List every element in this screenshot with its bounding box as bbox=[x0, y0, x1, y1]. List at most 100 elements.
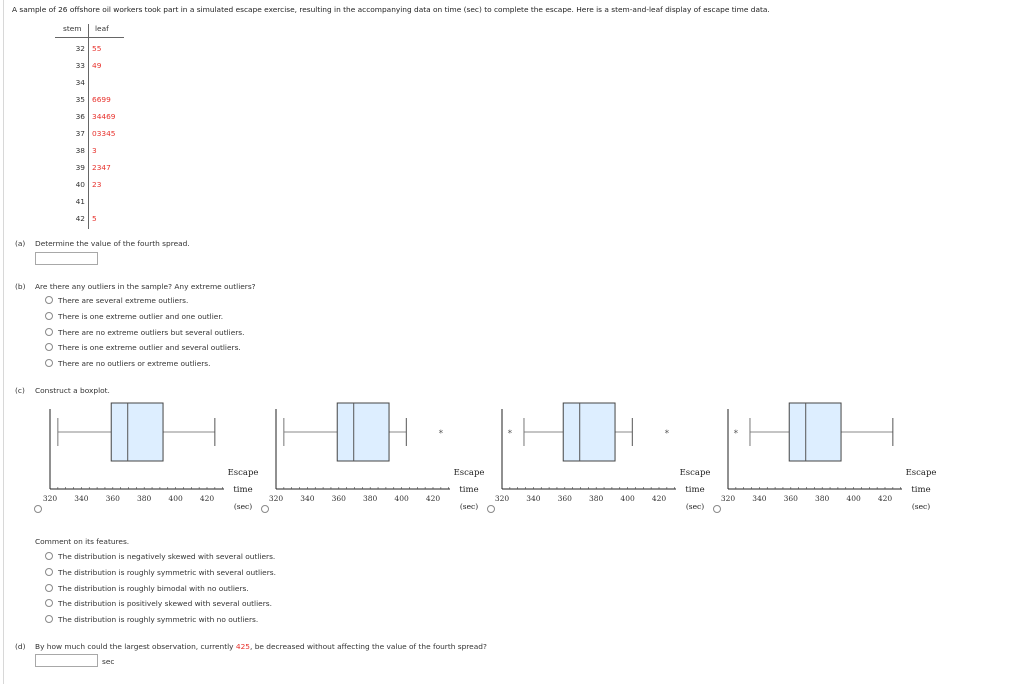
x-tick-label: 320 bbox=[494, 494, 510, 503]
stem-value: 40 bbox=[75, 180, 85, 189]
part-b-label: (b) bbox=[15, 282, 26, 291]
x-axis-title: (sec) bbox=[685, 502, 705, 511]
stem-leaf-row: 36 34469 bbox=[55, 112, 135, 124]
stem-header: stem bbox=[63, 24, 82, 33]
boxplot-option-radio[interactable] bbox=[34, 505, 42, 513]
x-axis-title: (sec) bbox=[911, 502, 931, 511]
stem-value: 32 bbox=[75, 44, 85, 53]
problem-intro: A sample of 26 offshore oil workers took… bbox=[12, 5, 770, 14]
stem-value: 36 bbox=[75, 112, 85, 121]
x-axis-title: (sec) bbox=[233, 502, 253, 511]
largest-observation-value: 425 bbox=[235, 642, 250, 651]
option-label: The distribution is negatively skewed wi… bbox=[58, 552, 276, 561]
radio-button[interactable] bbox=[45, 584, 53, 592]
option-label: The distribution is roughly symmetric wi… bbox=[58, 568, 276, 577]
part-d-label: (d) bbox=[15, 642, 26, 651]
x-axis-title: time bbox=[459, 485, 479, 495]
radio-button[interactable] bbox=[45, 568, 53, 576]
outlier-marker: * bbox=[734, 429, 739, 439]
outlier-option[interactable]: There are no extreme outliers but severa… bbox=[45, 328, 244, 340]
stem-leaf-row: 33 49 bbox=[55, 61, 135, 73]
x-tick-label: 340 bbox=[74, 494, 89, 503]
x-axis-title: (sec) bbox=[459, 502, 479, 511]
iqr-box bbox=[562, 402, 616, 462]
iqr-box bbox=[110, 402, 164, 462]
question-text-after: , be decreased without affecting the val… bbox=[250, 642, 487, 651]
x-tick-label: 320 bbox=[268, 494, 284, 503]
part-c-label: (c) bbox=[15, 386, 25, 395]
radio-button[interactable] bbox=[45, 296, 53, 304]
stem-leaf-row: 40 23 bbox=[55, 180, 135, 192]
boxplot-option-radio[interactable] bbox=[261, 505, 269, 513]
decrease-amount-input[interactable] bbox=[35, 654, 98, 667]
leaf-value: 34469 bbox=[92, 112, 116, 121]
x-axis-title: Escape bbox=[453, 468, 485, 478]
outlier-option[interactable]: There is one extreme outlier and several… bbox=[45, 343, 241, 355]
x-tick-label: 400 bbox=[394, 494, 409, 503]
boxplot-option-radio[interactable] bbox=[487, 505, 495, 513]
feature-option[interactable]: The distribution is roughly symmetric wi… bbox=[45, 568, 276, 580]
leaf-header: leaf bbox=[95, 24, 109, 33]
x-tick-label: 360 bbox=[331, 494, 346, 503]
part-a-question: Determine the value of the fourth spread… bbox=[35, 239, 190, 248]
feature-option[interactable]: The distribution is negatively skewed wi… bbox=[45, 552, 275, 564]
stem-divider bbox=[88, 24, 89, 229]
stem-value: 38 bbox=[75, 146, 85, 155]
feature-option[interactable]: The distribution is positively skewed wi… bbox=[45, 599, 272, 611]
header-divider bbox=[55, 37, 124, 38]
x-tick-label: 320 bbox=[42, 494, 58, 503]
radio-button[interactable] bbox=[45, 312, 53, 320]
radio-button[interactable] bbox=[45, 615, 53, 623]
x-tick-label: 360 bbox=[783, 494, 798, 503]
part-b-question: Are there any outliers in the sample? An… bbox=[35, 282, 256, 291]
stem-leaf-row: 42 5 bbox=[55, 214, 135, 226]
part-c-question: Construct a boxplot. bbox=[35, 386, 110, 395]
radio-button[interactable] bbox=[45, 343, 53, 351]
x-tick-label: 360 bbox=[105, 494, 120, 503]
part-a-label: (a) bbox=[15, 239, 26, 248]
outlier-marker: * bbox=[439, 429, 444, 439]
fourth-spread-input[interactable] bbox=[35, 252, 98, 265]
leaf-value: 23 bbox=[92, 180, 102, 189]
leaf-value: 2347 bbox=[92, 163, 111, 172]
radio-button[interactable] bbox=[45, 328, 53, 336]
x-axis-title: time bbox=[685, 485, 705, 495]
option-label: There are no outliers or extreme outlier… bbox=[58, 359, 211, 368]
x-tick-label: 320 bbox=[720, 494, 736, 503]
stem-value: 33 bbox=[75, 61, 85, 70]
iqr-box bbox=[336, 402, 390, 462]
x-tick-label: 380 bbox=[363, 494, 378, 503]
stem-leaf-row: 37 03345 bbox=[55, 129, 135, 141]
stem-value: 41 bbox=[75, 197, 85, 206]
outlier-option[interactable]: There is one extreme outlier and one out… bbox=[45, 312, 223, 324]
option-label: The distribution is positively skewed wi… bbox=[58, 599, 272, 608]
stem-leaf-row: 41 bbox=[55, 197, 135, 209]
unit-label: sec bbox=[102, 657, 115, 666]
x-tick-label: 420 bbox=[651, 494, 667, 503]
boxplot-option-radio[interactable] bbox=[713, 505, 721, 513]
x-tick-label: 400 bbox=[168, 494, 183, 503]
feature-option[interactable]: The distribution is roughly bimodal with… bbox=[45, 584, 249, 596]
stem-value: 39 bbox=[75, 163, 85, 172]
stem-value: 37 bbox=[75, 129, 85, 138]
option-label: The distribution is roughly bimodal with… bbox=[58, 584, 249, 593]
stem-leaf-row: 39 2347 bbox=[55, 163, 135, 175]
feature-option[interactable]: The distribution is roughly symmetric wi… bbox=[45, 615, 258, 627]
radio-button[interactable] bbox=[45, 359, 53, 367]
leaf-value: 3 bbox=[92, 146, 97, 155]
radio-button[interactable] bbox=[45, 599, 53, 607]
question-text-before: By how much could the largest observatio… bbox=[35, 642, 236, 651]
left-border bbox=[3, 0, 4, 684]
x-tick-label: 400 bbox=[846, 494, 861, 503]
stem-leaf-row: 34 bbox=[55, 78, 135, 90]
x-axis-title: Escape bbox=[679, 468, 711, 478]
radio-button[interactable] bbox=[45, 552, 53, 560]
x-tick-label: 380 bbox=[589, 494, 604, 503]
outlier-option[interactable]: There are several extreme outliers. bbox=[45, 296, 188, 308]
outlier-option[interactable]: There are no outliers or extreme outlier… bbox=[45, 359, 210, 371]
x-tick-label: 400 bbox=[620, 494, 635, 503]
x-tick-label: 420 bbox=[425, 494, 441, 503]
x-axis-title: Escape bbox=[905, 468, 937, 478]
x-tick-label: 380 bbox=[137, 494, 152, 503]
option-label: There are no extreme outliers but severa… bbox=[58, 328, 245, 337]
